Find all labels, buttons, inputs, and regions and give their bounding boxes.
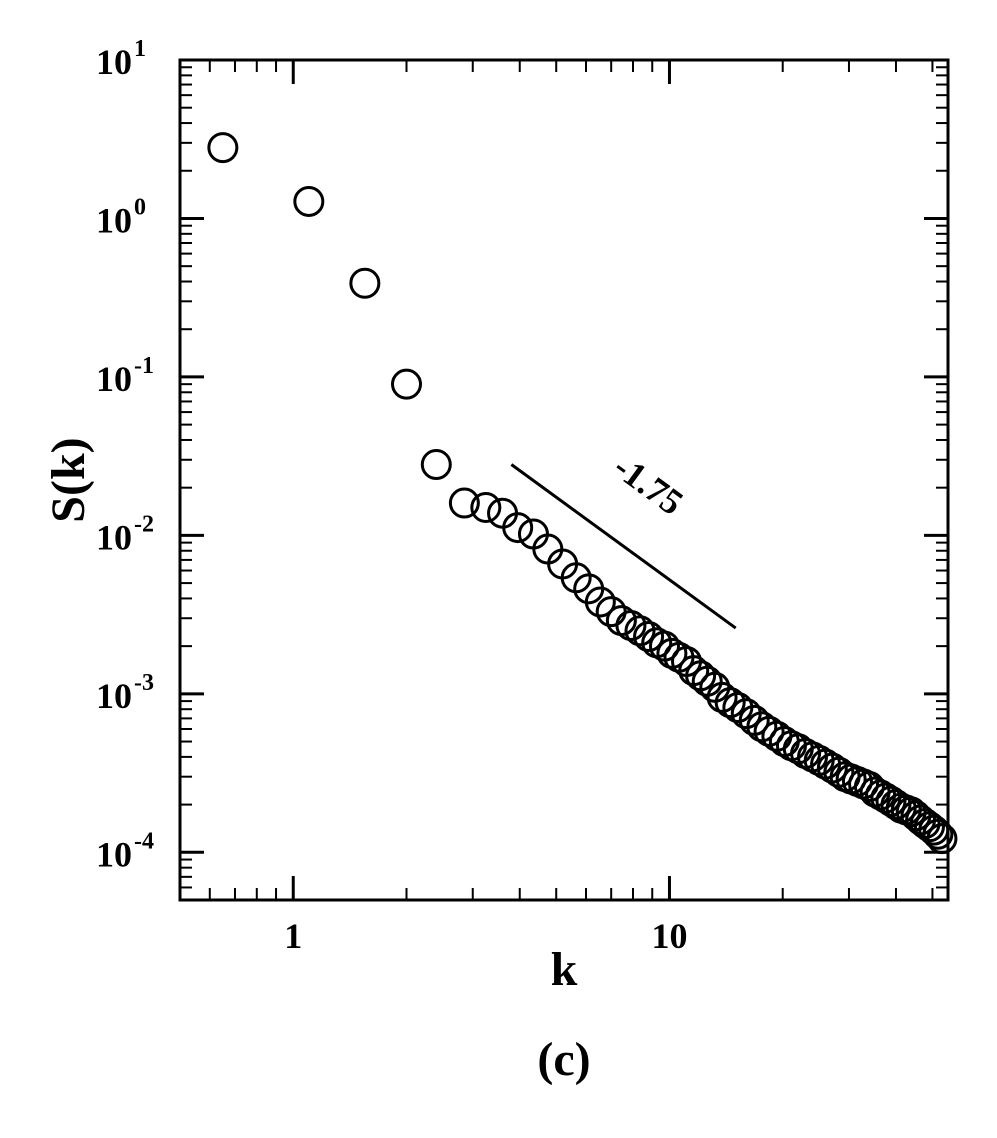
data-point [922, 818, 954, 850]
y-tick-exponent: 1 [134, 36, 146, 62]
y-tick-label: 10 [96, 200, 132, 240]
reference-line-group: -1.75 [510, 446, 737, 630]
y-tick-label: 10 [96, 676, 132, 716]
data-point [584, 586, 616, 618]
x-tick-label: 1 [284, 916, 302, 956]
panel-label: (c) [537, 1033, 590, 1086]
data-point [875, 785, 907, 817]
slope-label: -1.75 [607, 446, 691, 523]
y-tick-exponent: -4 [134, 828, 154, 854]
y-tick-label: 10 [96, 517, 132, 557]
data-point [746, 711, 778, 743]
data-point [207, 132, 239, 164]
data-point [470, 491, 502, 523]
data-point [448, 487, 480, 519]
data-point [391, 368, 423, 400]
x-tick-label: 10 [651, 916, 687, 956]
data-point [633, 621, 665, 653]
y-tick-exponent: -2 [134, 511, 154, 537]
y-tick-exponent: -1 [134, 353, 154, 379]
plot-frame [178, 58, 950, 902]
y-tick-exponent: 0 [134, 194, 146, 220]
reference-slope-line [510, 463, 737, 630]
data-point [624, 615, 656, 647]
data-point [349, 267, 381, 299]
data-point [293, 185, 325, 217]
y-tick-exponent: -3 [134, 670, 154, 696]
data-point [706, 681, 738, 713]
y-tick-label: 10 [96, 359, 132, 399]
data-point [714, 687, 746, 719]
data-point [656, 637, 688, 669]
y-axis-title: S(k) [42, 437, 95, 522]
x-axis-title: k [551, 943, 578, 996]
data-points [207, 132, 958, 855]
data-point [926, 823, 958, 855]
data-point [753, 715, 785, 747]
data-point [502, 512, 534, 544]
y-tick-label: 10 [96, 834, 132, 874]
data-point [853, 771, 885, 803]
y-tick-label: 10 [96, 42, 132, 82]
data-point [420, 449, 452, 481]
